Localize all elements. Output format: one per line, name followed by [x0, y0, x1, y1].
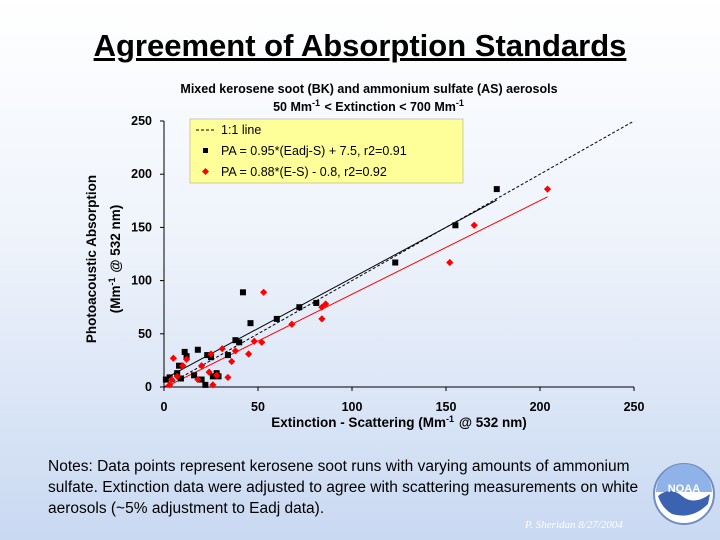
data-point-series-1	[247, 320, 254, 327]
x-axis-label: Extinction - Scattering (Mm-1 @ 532 nm)	[271, 414, 527, 430]
fit-line-series-1	[163, 199, 497, 380]
chart-title: Mixed kerosene soot (BK) and ammonium su…	[180, 82, 557, 96]
plot-area: 0 50 100 150 200 250 0 50 100 150 200 250	[131, 114, 644, 414]
data-point-series-2	[446, 258, 454, 267]
data-point-series-1	[177, 375, 184, 382]
y-axis-label-line2: (Mm-1 @ 532 nm)	[107, 205, 123, 314]
data-point-series-2	[169, 354, 177, 362]
x-tick-label: 250	[624, 400, 645, 414]
data-point-series-1	[493, 186, 500, 193]
x-tick-label: 100	[342, 400, 363, 414]
data-point-series-2	[470, 221, 478, 229]
data-point-series-2	[288, 320, 296, 328]
data-point-series-2	[205, 368, 213, 376]
data-point-series-2	[213, 371, 221, 379]
chart-subtitle: 50 Mm-1 < Extinction < 700 Mm-1	[273, 98, 465, 114]
data-point-series-1	[236, 339, 243, 346]
data-point-series-1	[273, 315, 280, 322]
data-point-series-1	[313, 299, 320, 306]
legend-series-2-marker	[202, 168, 209, 175]
data-point-series-2	[250, 337, 258, 345]
notes-text: Notes: Data points represent kerosene so…	[48, 458, 639, 517]
y-tick-label: 100	[131, 274, 152, 288]
data-point-series-2	[173, 372, 181, 380]
data-point-series-1	[202, 381, 209, 388]
data-point-series-1	[198, 376, 205, 383]
data-point-series-2	[318, 315, 326, 323]
noaa-logo-text: NOAA	[668, 483, 700, 495]
data-point-series-2	[167, 375, 176, 384]
data-point-series-1	[232, 337, 239, 344]
data-point-series-2	[258, 338, 266, 346]
data-point-series-1	[224, 352, 231, 359]
data-point-series-1	[166, 374, 173, 381]
legend: 1:1 line PA = 0.95*(Eadj-S) + 7.5, r2=0.…	[189, 118, 464, 184]
data-point-series-2	[194, 375, 202, 384]
data-point-series-2	[245, 350, 253, 358]
x-tick-label: 200	[530, 400, 551, 414]
y-tick-label: 50	[138, 327, 152, 341]
data-point-series-2	[318, 303, 326, 311]
y-axis-label-line1: Photoacoustic Absorption	[84, 175, 99, 343]
data-point-series-2	[209, 381, 217, 389]
fit-line-series-2	[165, 196, 548, 388]
y-tick-label: 0	[145, 380, 152, 394]
data-point-series-1	[392, 259, 399, 266]
data-point-series-2	[231, 347, 240, 355]
data-point-series-2	[260, 288, 268, 296]
data-point-series-2	[198, 362, 206, 370]
data-point-series-1	[194, 346, 201, 353]
x-tick-label: 50	[251, 400, 265, 414]
legend-box	[189, 118, 464, 184]
data-point-series-1	[296, 304, 303, 311]
data-point-series-1	[191, 372, 198, 379]
legend-series-2-label: PA = 0.88*(E-S) - 0.8, r2=0.92	[221, 165, 387, 179]
legend-series-1-label: PA = 0.95*(Eadj-S) + 7.5, r2=0.91	[221, 144, 407, 158]
legend-series-1-marker	[203, 148, 208, 153]
data-point-series-1	[181, 348, 188, 355]
author-credit: P. Sheridan 8/27/2004	[525, 519, 623, 531]
y-tick-label: 150	[131, 220, 152, 234]
y-tick-label: 200	[131, 167, 152, 181]
data-point-series-2	[224, 373, 232, 382]
data-point-series-2	[207, 350, 215, 358]
data-point-series-2	[179, 362, 187, 370]
data-point-series-2	[166, 381, 174, 389]
data-point-series-1	[452, 222, 459, 229]
data-point-series-1	[176, 362, 183, 369]
data-point-series-1	[162, 376, 169, 383]
data-point-series-2	[543, 185, 552, 193]
reference-line-1to1	[163, 120, 635, 388]
y-tick-label: 250	[131, 114, 152, 128]
noaa-logo: NOAA	[653, 463, 715, 525]
data-point-series-1	[239, 289, 246, 296]
legend-1to1-label: 1:1 line	[221, 123, 261, 137]
data-point-series-2	[228, 357, 236, 366]
data-point-series-2	[322, 300, 330, 308]
data-point-series-1	[204, 352, 211, 359]
data-point-series-1	[209, 373, 216, 380]
x-tick-label: 0	[161, 400, 168, 414]
data-point-series-2	[218, 345, 226, 353]
scatter-chart: Mixed kerosene soot (BK) and ammonium su…	[84, 82, 644, 430]
slide-title: Agreement of Absorption Standards	[93, 28, 627, 63]
data-point-series-2	[182, 355, 191, 363]
x-tick-label: 150	[436, 400, 457, 414]
